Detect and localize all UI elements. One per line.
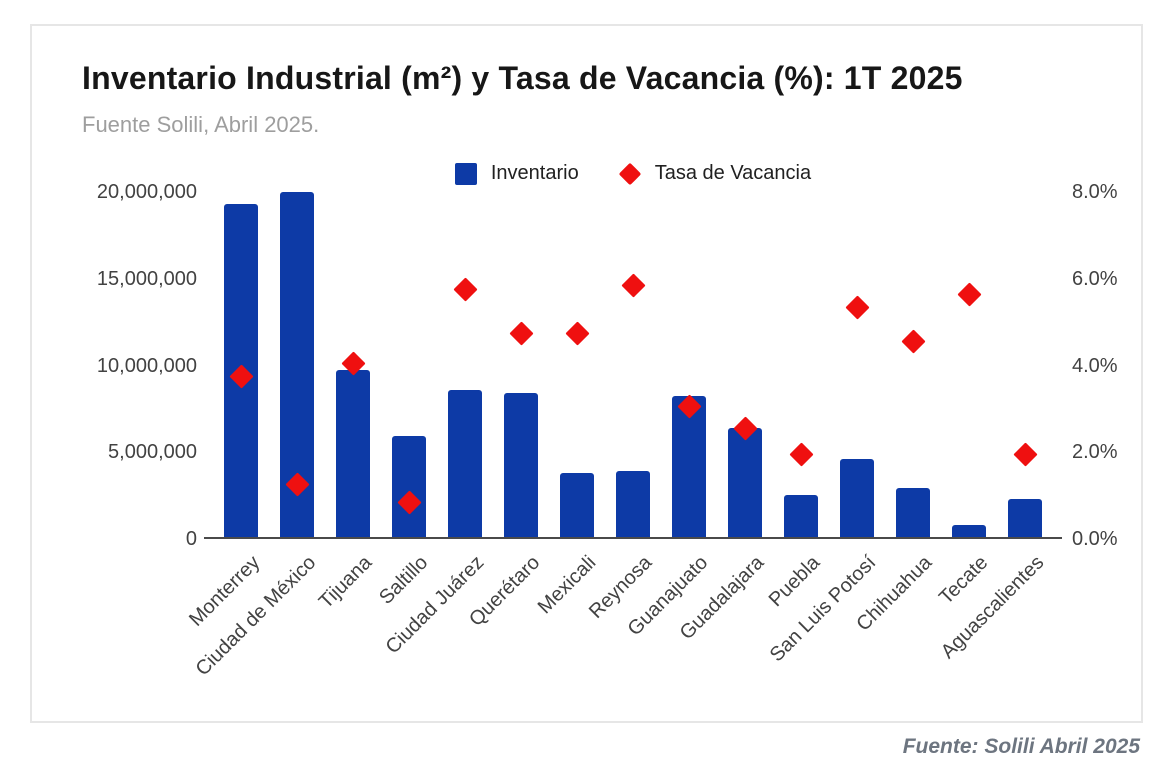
legend-label: Tasa de Vacancia — [654, 162, 812, 184]
vacancy-diamond-marker — [788, 442, 814, 467]
source-note: Fuente: Solili Abril 2025 — [902, 735, 1140, 758]
y-tick-label: 8.0% — [1072, 181, 1118, 203]
inventory-bar — [504, 393, 538, 537]
legend-bar-swatch — [454, 162, 477, 185]
x-tick-label: Ciudad Juárez — [381, 551, 489, 659]
vacancy-diamond-marker — [1012, 442, 1038, 467]
legend-diamond-icon — [618, 162, 642, 185]
y-tick-label: 0 — [185, 528, 197, 550]
x-tick-label: Aguascalientes — [936, 551, 1049, 664]
legend-item-inventario: Inventario — [454, 162, 579, 185]
vacancy-diamond-marker — [508, 321, 534, 346]
y-tick-label: 5,000,000 — [108, 441, 197, 464]
y-tick-label: 6.0% — [1072, 267, 1118, 290]
inventory-bar — [728, 428, 762, 537]
inventory-bar — [896, 488, 930, 537]
chart-title: Inventario Industrial (m²) y Tasa de Vac… — [82, 60, 963, 96]
vacancy-diamond-marker — [844, 295, 870, 320]
inventory-bar — [1008, 499, 1042, 537]
y-tick-label: 10,000,000 — [96, 354, 197, 377]
inventory-bar — [560, 473, 594, 537]
vacancy-diamond-marker — [956, 282, 982, 307]
inventory-bar — [448, 390, 482, 537]
y-tick-label: 0.0% — [1072, 528, 1118, 550]
inventory-bar — [840, 459, 874, 537]
y-tick-label: 20,000,000 — [96, 181, 197, 203]
legend-item-vacancia: Tasa de Vacancia — [618, 162, 812, 185]
y-tick-label: 2.0% — [1072, 441, 1118, 464]
chart-legend: Inventario Tasa de Vacancia — [204, 162, 1062, 185]
vacancy-diamond-marker — [620, 273, 646, 298]
legend-label: Inventario — [490, 162, 579, 184]
inventory-bar — [616, 471, 650, 537]
vacancy-diamond-marker — [900, 329, 926, 354]
vacancy-diamond-marker — [564, 321, 590, 346]
y-tick-label: 4.0% — [1072, 354, 1118, 377]
plot-area — [204, 192, 1062, 539]
chart-subtitle: Fuente Solili, Abril 2025. — [82, 112, 320, 137]
inventory-bar — [784, 495, 818, 537]
inventory-bar — [672, 396, 706, 537]
inventory-bar — [392, 436, 426, 537]
y-tick-label: 15,000,000 — [96, 267, 197, 290]
inventory-bar — [336, 370, 370, 537]
x-tick-label: Tijuana — [314, 551, 377, 614]
vacancy-diamond-marker — [452, 277, 478, 302]
inventory-bar — [952, 525, 986, 537]
chart-card: Inventario Industrial (m²) y Tasa de Vac… — [30, 24, 1143, 723]
